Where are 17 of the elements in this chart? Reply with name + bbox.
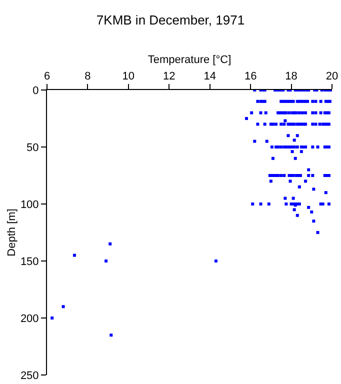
x-tick-label: 18 bbox=[285, 70, 298, 83]
x-tick-label: 14 bbox=[204, 70, 216, 83]
y-tick-label: 200 bbox=[20, 312, 39, 325]
x-tick-label: 16 bbox=[244, 70, 257, 83]
y-tick-label: 250 bbox=[20, 370, 39, 382]
chart-title: 7KMB in December, 1971 bbox=[96, 12, 245, 28]
y-axis-title: Depth [m] bbox=[6, 208, 18, 256]
y-tick-label: 50 bbox=[26, 142, 39, 154]
x-tick-label: 8 bbox=[84, 70, 91, 83]
x-tick-label: 20 bbox=[326, 70, 338, 83]
y-tick-label: 150 bbox=[20, 256, 39, 268]
x-tick-label: 12 bbox=[163, 70, 176, 83]
y-tick-label: 100 bbox=[20, 198, 39, 211]
x-tick-label: 6 bbox=[44, 70, 50, 83]
x-axis-title: Temperature [°C] bbox=[148, 54, 232, 66]
y-tick-label: 0 bbox=[32, 84, 39, 97]
x-tick-label: 10 bbox=[122, 70, 135, 83]
